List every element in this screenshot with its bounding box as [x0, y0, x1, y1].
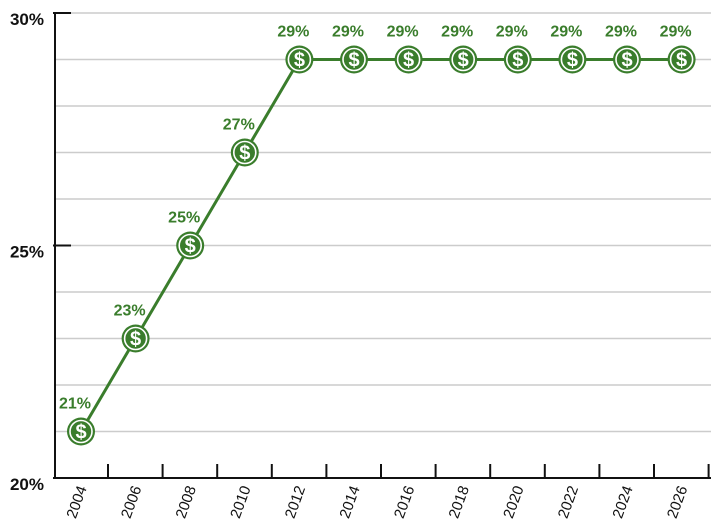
coin-ring [560, 47, 585, 72]
x-ticks: 2004 2006 2008 2010 2012 2014 2016 2018 2020 2022… [63, 464, 710, 521]
coin-ring [342, 47, 366, 72]
coin-outer [67, 417, 95, 446]
dollar-coin-icon: $ [394, 45, 423, 74]
coin-outer [613, 45, 641, 74]
data-markers: $ $ $ $ $ $ $ $ $ $ $ $ [67, 45, 696, 446]
coin-outer [558, 45, 587, 74]
dollar-coin-icon: $ [667, 45, 696, 74]
x-tick-label: 2008 [173, 484, 200, 521]
data-label: 29% [332, 24, 364, 41]
data-label: 29% [441, 24, 473, 41]
dollar-coin-icon: $ [285, 45, 314, 74]
coin-ring [396, 47, 421, 72]
coin-ring [178, 233, 202, 258]
data-label: 27% [223, 117, 255, 134]
dollar-coin-icon: $ [176, 231, 205, 260]
coin-symbol: $ [75, 422, 86, 444]
coin-outer [230, 138, 259, 167]
dollar-coin-icon: $ [121, 324, 150, 353]
coin-symbol: $ [239, 143, 250, 165]
dollar-coin-icon: $ [67, 417, 95, 446]
grid-layer [55, 12, 711, 433]
coin-ring [615, 47, 639, 72]
coin-symbol: $ [621, 50, 632, 72]
coin-symbol: $ [130, 329, 141, 351]
coin-symbol: $ [512, 50, 523, 72]
coin-outer [285, 45, 314, 74]
data-label: 21% [59, 396, 91, 413]
data-label: 29% [660, 24, 692, 41]
dollar-coin-icon: $ [340, 45, 368, 74]
coin-outer [449, 45, 478, 74]
x-tick-label: 2010 [227, 484, 254, 521]
data-label: 29% [605, 24, 637, 41]
coin-ring [69, 419, 93, 444]
y-tick-label: 30% [10, 10, 44, 29]
x-tick-label: 2012 [282, 484, 309, 521]
coin-outer [340, 45, 368, 74]
dollar-coin-icon: $ [558, 45, 587, 74]
coin-ring [669, 47, 694, 72]
coin-ring [233, 140, 257, 165]
coin-symbol: $ [403, 50, 414, 72]
coin-symbol: $ [185, 236, 196, 258]
y-tick-label: 20% [10, 475, 44, 494]
coin-ring [505, 47, 530, 72]
data-label: 29% [277, 24, 309, 41]
coin-symbol: $ [458, 50, 469, 72]
coin-symbol: $ [676, 50, 687, 72]
x-tick-label: 2006 [118, 484, 145, 521]
y-tick-label: 25% [10, 243, 44, 262]
coin-ring [123, 326, 148, 351]
coin-outer [394, 45, 423, 74]
x-tick-label: 2016 [391, 484, 418, 521]
x-tick-label: 2004 [63, 484, 90, 521]
dollar-coin-icon: $ [449, 45, 478, 74]
x-tick-label: 2020 [500, 484, 527, 521]
data-labels: 21% 23% 25% 27% 29% 29% 29% 29% 29% 29% 29% 29% [59, 24, 692, 413]
coin-outer [667, 45, 696, 74]
coin-symbol: $ [294, 50, 305, 72]
coin-outer [121, 324, 150, 353]
data-label: 23% [114, 303, 146, 320]
x-tick-label: 2018 [446, 484, 473, 521]
dollar-coin-icon: $ [503, 45, 532, 74]
y-ticks: 20% 25% 30% [10, 10, 71, 494]
coin-outer [176, 231, 205, 260]
coin-outer [503, 45, 532, 74]
dollar-coin-icon: $ [613, 45, 641, 74]
data-label: 29% [387, 24, 419, 41]
data-label: 29% [496, 24, 528, 41]
data-label: 25% [168, 210, 200, 227]
coin-symbol: $ [348, 50, 359, 72]
x-tick-label: 2026 [664, 484, 691, 521]
coin-ring [287, 47, 312, 72]
data-label: 29% [550, 24, 582, 41]
coin-symbol: $ [567, 50, 578, 72]
x-tick-label: 2024 [609, 484, 636, 521]
coin-ring [451, 47, 476, 72]
dollar-coin-icon: $ [230, 138, 259, 167]
x-tick-label: 2022 [555, 484, 582, 521]
x-tick-label: 2014 [336, 484, 363, 521]
